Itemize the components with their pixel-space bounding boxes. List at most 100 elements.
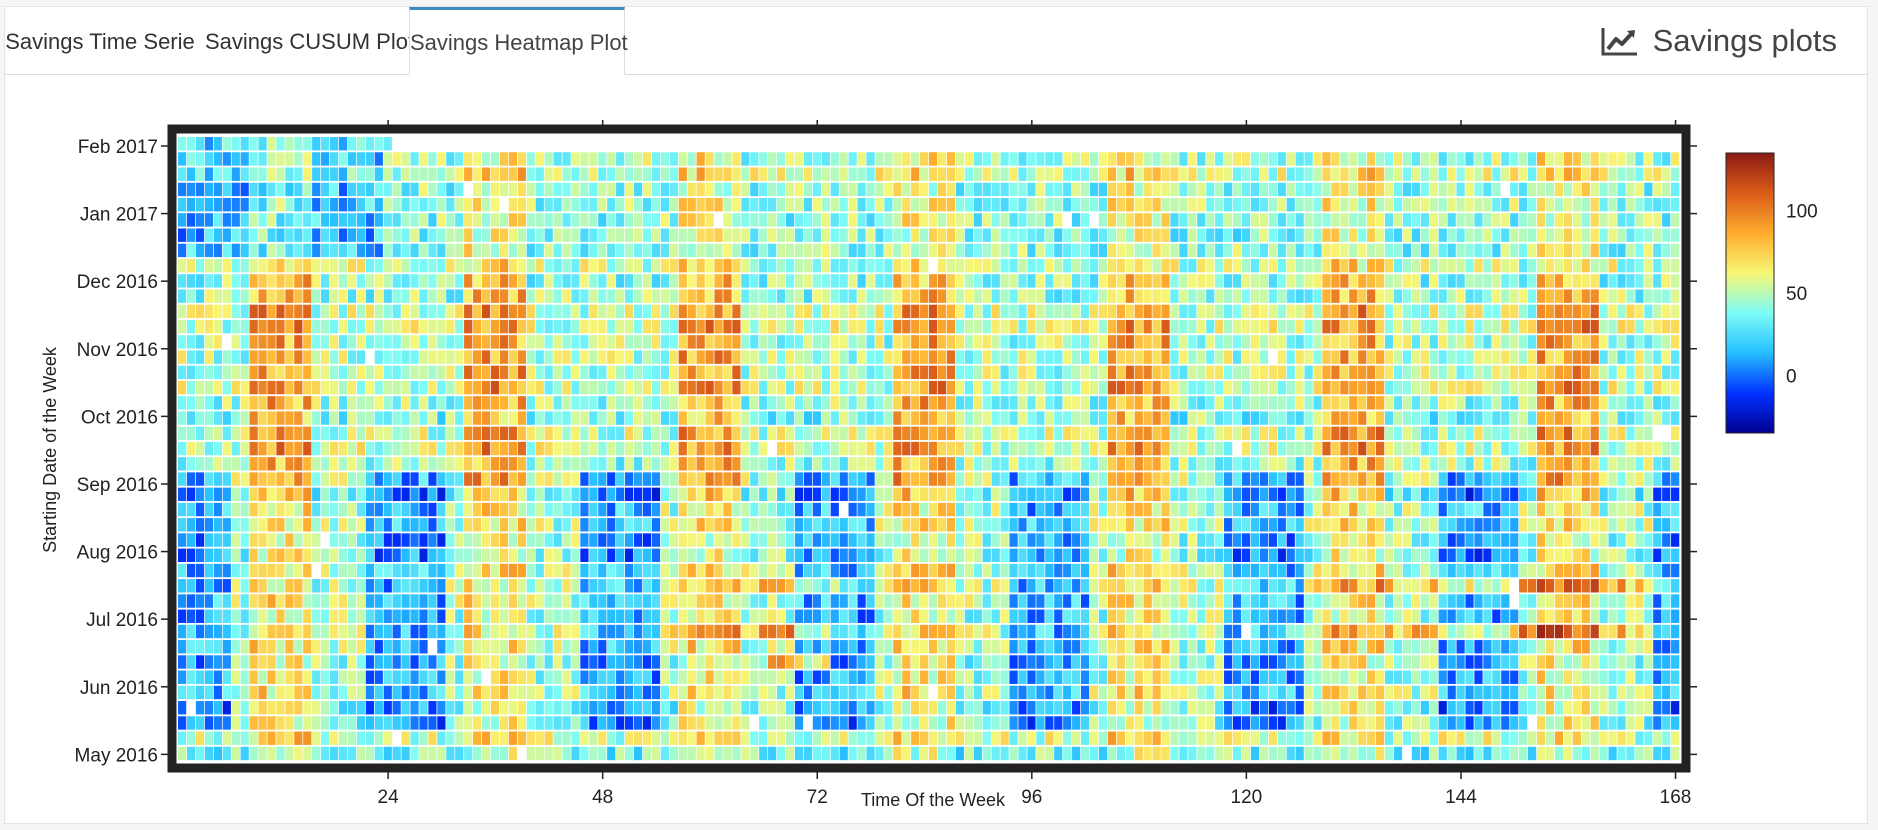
heatmap-cell bbox=[1241, 319, 1251, 334]
heatmap-cell bbox=[1536, 609, 1546, 623]
heatmap-cell bbox=[1340, 441, 1349, 456]
heatmap-cell bbox=[1554, 411, 1564, 425]
heatmap-cell bbox=[178, 716, 187, 730]
heatmap-cell bbox=[750, 670, 759, 684]
heatmap-cell bbox=[1626, 655, 1635, 669]
heatmap-cell bbox=[1215, 472, 1224, 486]
heatmap-cell bbox=[437, 457, 446, 471]
heatmap-cell bbox=[1313, 685, 1322, 700]
heatmap-cell bbox=[338, 335, 348, 349]
heatmap-cell bbox=[1224, 441, 1233, 456]
heatmap-cell bbox=[1519, 335, 1528, 349]
heatmap-cell bbox=[428, 670, 437, 684]
heatmap-cell bbox=[580, 396, 589, 410]
heatmap-cell bbox=[1438, 380, 1447, 395]
heatmap-cell bbox=[1322, 411, 1331, 425]
heatmap-cell bbox=[356, 441, 366, 456]
heatmap-cell bbox=[365, 746, 374, 761]
heatmap-cell bbox=[481, 396, 491, 410]
heatmap-cell bbox=[1107, 411, 1117, 425]
heatmap-cell bbox=[759, 365, 768, 380]
heatmap-cell bbox=[777, 502, 786, 517]
heatmap-cell bbox=[321, 502, 330, 517]
heatmap-cell bbox=[1107, 472, 1117, 486]
heatmap-cell bbox=[973, 685, 982, 700]
heatmap-cell bbox=[973, 563, 982, 578]
heatmap-cell bbox=[1635, 319, 1644, 334]
heatmap-cell bbox=[1295, 609, 1304, 623]
heatmap-cell bbox=[473, 594, 482, 608]
heatmap-cell bbox=[696, 487, 705, 502]
heatmap-cell bbox=[1671, 380, 1680, 395]
heatmap-cell bbox=[857, 365, 866, 380]
heatmap-cell bbox=[1456, 426, 1465, 441]
heatmap-cell bbox=[937, 716, 947, 730]
heatmap-cell bbox=[714, 594, 723, 608]
heatmap-cell bbox=[258, 411, 267, 425]
heatmap-cell bbox=[1590, 319, 1599, 334]
heatmap-cell bbox=[848, 533, 857, 547]
heatmap-cell bbox=[1563, 518, 1572, 532]
heatmap-cell bbox=[1653, 457, 1662, 471]
heatmap-cell bbox=[973, 487, 982, 502]
heatmap-cell bbox=[875, 594, 884, 608]
heatmap-cell bbox=[410, 731, 419, 745]
tab-savings-time-serie[interactable]: Savings Time Serie bbox=[5, 29, 195, 54]
heatmap-cell bbox=[1152, 365, 1161, 380]
heatmap-cell bbox=[1545, 731, 1555, 745]
heatmap-cell bbox=[991, 594, 1000, 608]
heatmap-cell bbox=[964, 655, 973, 669]
heatmap-cell bbox=[294, 396, 303, 410]
heatmap-cell bbox=[1563, 731, 1572, 745]
heatmap-cell bbox=[1393, 411, 1403, 425]
heatmap-cell bbox=[1492, 335, 1501, 349]
heatmap-cell bbox=[625, 609, 634, 623]
heatmap-cell bbox=[1143, 457, 1152, 471]
heatmap-cell bbox=[1304, 304, 1313, 319]
heatmap-cell bbox=[508, 319, 518, 334]
heatmap-cell bbox=[1224, 518, 1233, 532]
heatmap-cell bbox=[1072, 746, 1081, 761]
heatmap-cell bbox=[1554, 426, 1564, 441]
heatmap-cell bbox=[1143, 624, 1152, 639]
heatmap-cell bbox=[1465, 731, 1474, 745]
heatmap-cell bbox=[1438, 624, 1447, 639]
heatmap-cell bbox=[723, 380, 732, 395]
heatmap-cell bbox=[937, 579, 947, 593]
tab-savings-heatmap-plot[interactable]: Savings Heatmap Plot bbox=[409, 7, 628, 75]
heatmap-cell bbox=[1608, 579, 1617, 593]
heatmap-cell bbox=[1241, 670, 1251, 684]
heatmap-cell bbox=[660, 396, 670, 410]
heatmap-cell bbox=[902, 502, 911, 517]
heatmap-cell bbox=[777, 548, 786, 562]
heatmap-cell bbox=[714, 396, 723, 410]
heatmap-cell bbox=[1662, 365, 1671, 380]
heatmap-cell bbox=[1358, 411, 1367, 425]
heatmap-cell bbox=[419, 350, 428, 364]
heatmap-cell bbox=[678, 502, 687, 517]
heatmap-cell bbox=[893, 319, 902, 334]
heatmap-cell bbox=[1420, 304, 1429, 319]
heatmap-cell bbox=[1107, 533, 1117, 547]
heatmap-cell bbox=[794, 426, 804, 441]
tab-savings-cusum-plot[interactable]: Savings CUSUM Plot bbox=[205, 29, 415, 54]
heatmap-cell bbox=[178, 472, 187, 486]
heatmap-cell bbox=[741, 319, 750, 334]
heatmap-cell bbox=[1313, 579, 1322, 593]
heatmap-cell bbox=[794, 350, 804, 364]
heatmap-cell bbox=[499, 380, 509, 395]
heatmap-cell bbox=[473, 563, 482, 578]
heatmap-cell bbox=[750, 304, 759, 319]
heatmap-cell bbox=[1429, 319, 1438, 334]
heatmap-cell bbox=[437, 502, 446, 517]
heatmap-cell bbox=[964, 609, 973, 623]
heatmap-cell bbox=[455, 350, 464, 364]
heatmap-cell bbox=[267, 701, 276, 715]
heatmap-cell bbox=[1000, 518, 1009, 532]
heatmap-cell bbox=[1277, 685, 1286, 700]
heatmap-cell bbox=[1107, 335, 1117, 349]
heatmap-cell bbox=[1384, 624, 1394, 639]
heatmap-cell bbox=[374, 411, 383, 425]
heatmap-cell bbox=[1250, 502, 1260, 517]
